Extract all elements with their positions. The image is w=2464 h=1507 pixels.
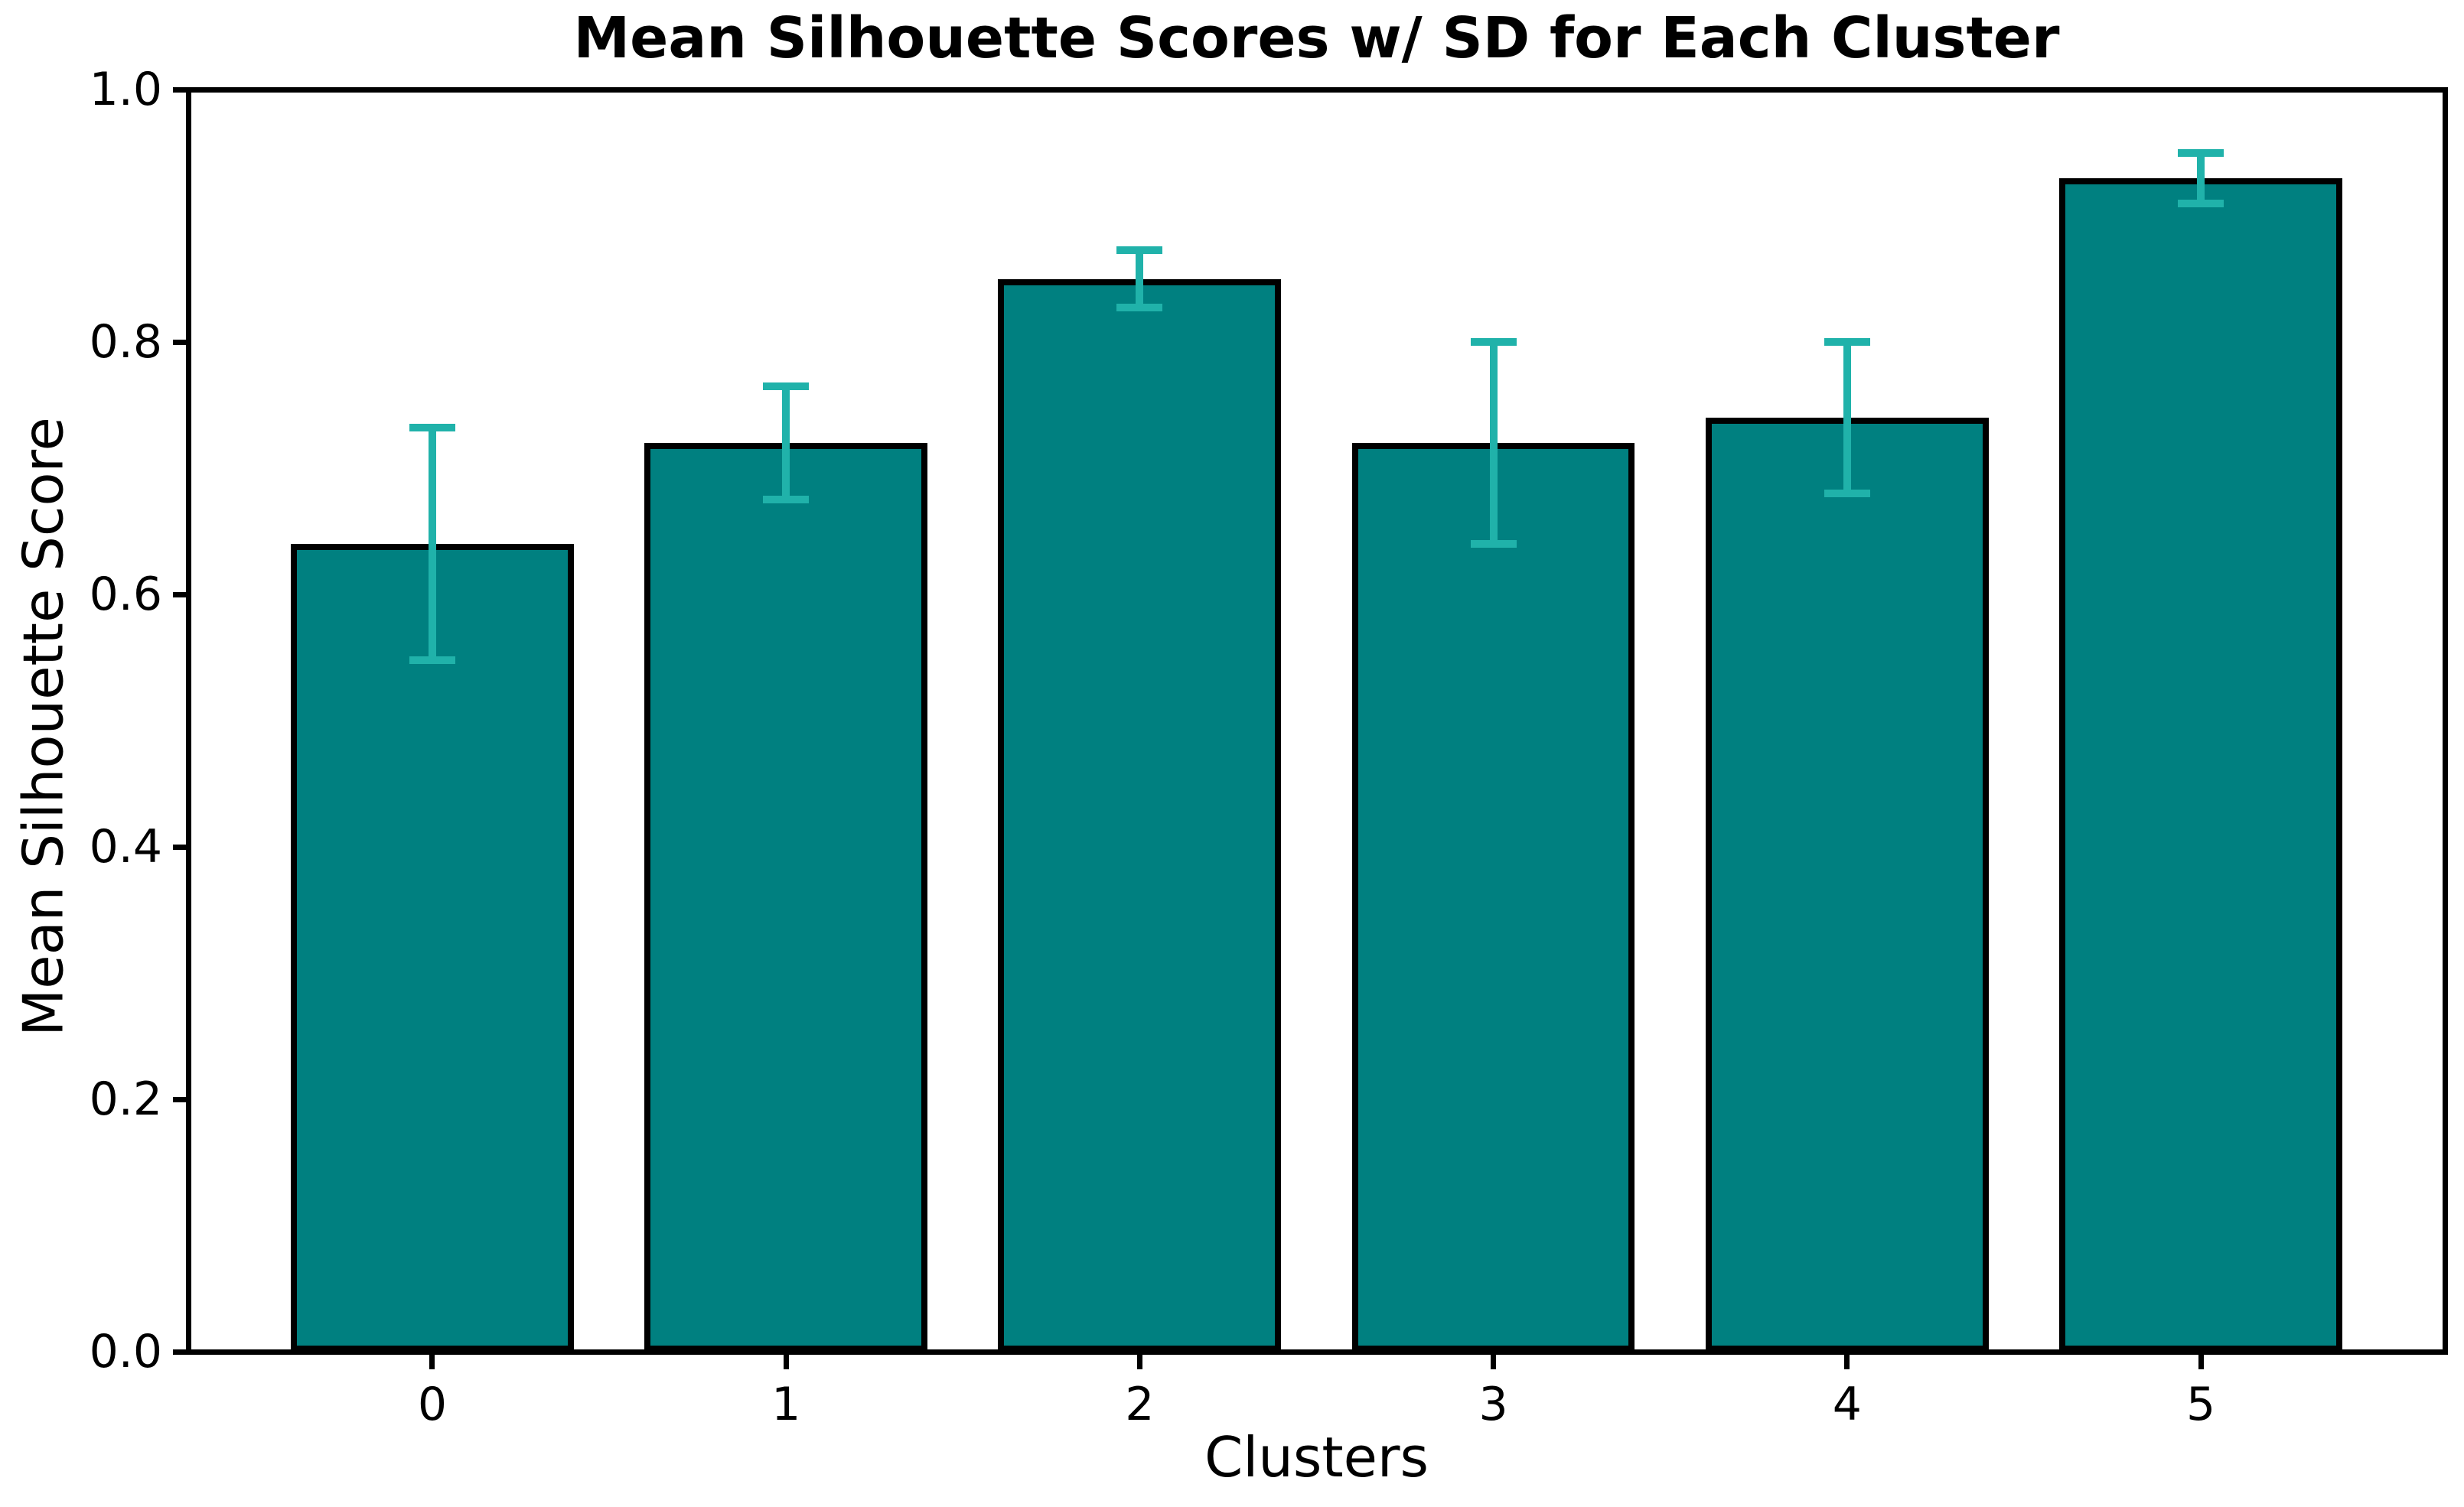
errorbar-cap-top-cluster-3 [1470, 338, 1517, 346]
bar-cluster-3 [1351, 443, 1635, 1352]
x-tick-mark [429, 1354, 435, 1369]
errorbar-cap-top-cluster-1 [763, 382, 810, 390]
y-tick-label: 0.8 [89, 315, 162, 369]
bar-cluster-0 [291, 544, 574, 1352]
errorbar-cap-top-cluster-4 [1824, 338, 1870, 346]
errorbar-cap-bottom-cluster-2 [1116, 304, 1163, 312]
x-tick-label: 4 [1832, 1378, 1862, 1431]
errorbar-line-cluster-2 [1136, 249, 1144, 308]
x-tick-label: 0 [417, 1378, 448, 1431]
y-tick-mark [173, 1096, 188, 1102]
x-tick-mark [1136, 1354, 1142, 1369]
errorbar-cap-bottom-cluster-3 [1470, 540, 1517, 548]
bar-cluster-4 [1705, 418, 1989, 1352]
errorbar-cap-bottom-cluster-5 [2178, 199, 2224, 207]
y-tick-mark [173, 339, 188, 345]
bar-cluster-1 [644, 443, 928, 1352]
x-tick-mark [1491, 1354, 1497, 1369]
errorbar-cap-top-cluster-5 [2178, 148, 2224, 157]
x-tick-label: 2 [1125, 1378, 1155, 1431]
bar-cluster-2 [998, 278, 1282, 1352]
x-tick-mark [2198, 1354, 2204, 1369]
x-tick-mark [1844, 1354, 1850, 1369]
errorbar-cap-top-cluster-2 [1116, 246, 1163, 254]
y-tick-label: 0.4 [89, 820, 162, 874]
errorbar-cap-bottom-cluster-1 [763, 496, 810, 504]
y-tick-label: 0.0 [89, 1325, 162, 1378]
errorbar-line-cluster-5 [2197, 152, 2205, 203]
y-tick-mark [173, 1349, 188, 1355]
y-tick-mark [173, 844, 188, 850]
y-tick-mark [173, 591, 188, 597]
y-tick-label: 0.2 [89, 1072, 162, 1126]
errorbar-line-cluster-1 [782, 386, 790, 500]
x-tick-mark [783, 1354, 789, 1369]
bar-cluster-5 [2059, 177, 2342, 1352]
chart-title: Mean Silhouette Scores w/ SD for Each Cl… [573, 5, 2060, 71]
x-axis-label: Clusters [1204, 1425, 1429, 1489]
y-tick-label: 1.0 [89, 63, 162, 116]
y-tick-mark [173, 86, 188, 93]
y-axis-label: Mean Silhouette Score [11, 417, 76, 1037]
errorbar-cap-bottom-cluster-0 [409, 656, 455, 664]
errorbar-cap-bottom-cluster-4 [1824, 490, 1870, 497]
errorbar-line-cluster-0 [428, 428, 436, 660]
errorbar-line-cluster-4 [1843, 342, 1851, 493]
x-tick-label: 5 [2185, 1378, 2216, 1431]
errorbar-cap-top-cluster-0 [409, 424, 455, 432]
x-tick-label: 3 [1478, 1378, 1508, 1431]
y-tick-label: 0.6 [89, 568, 162, 621]
x-tick-label: 1 [771, 1378, 801, 1431]
errorbar-line-cluster-3 [1489, 342, 1498, 544]
